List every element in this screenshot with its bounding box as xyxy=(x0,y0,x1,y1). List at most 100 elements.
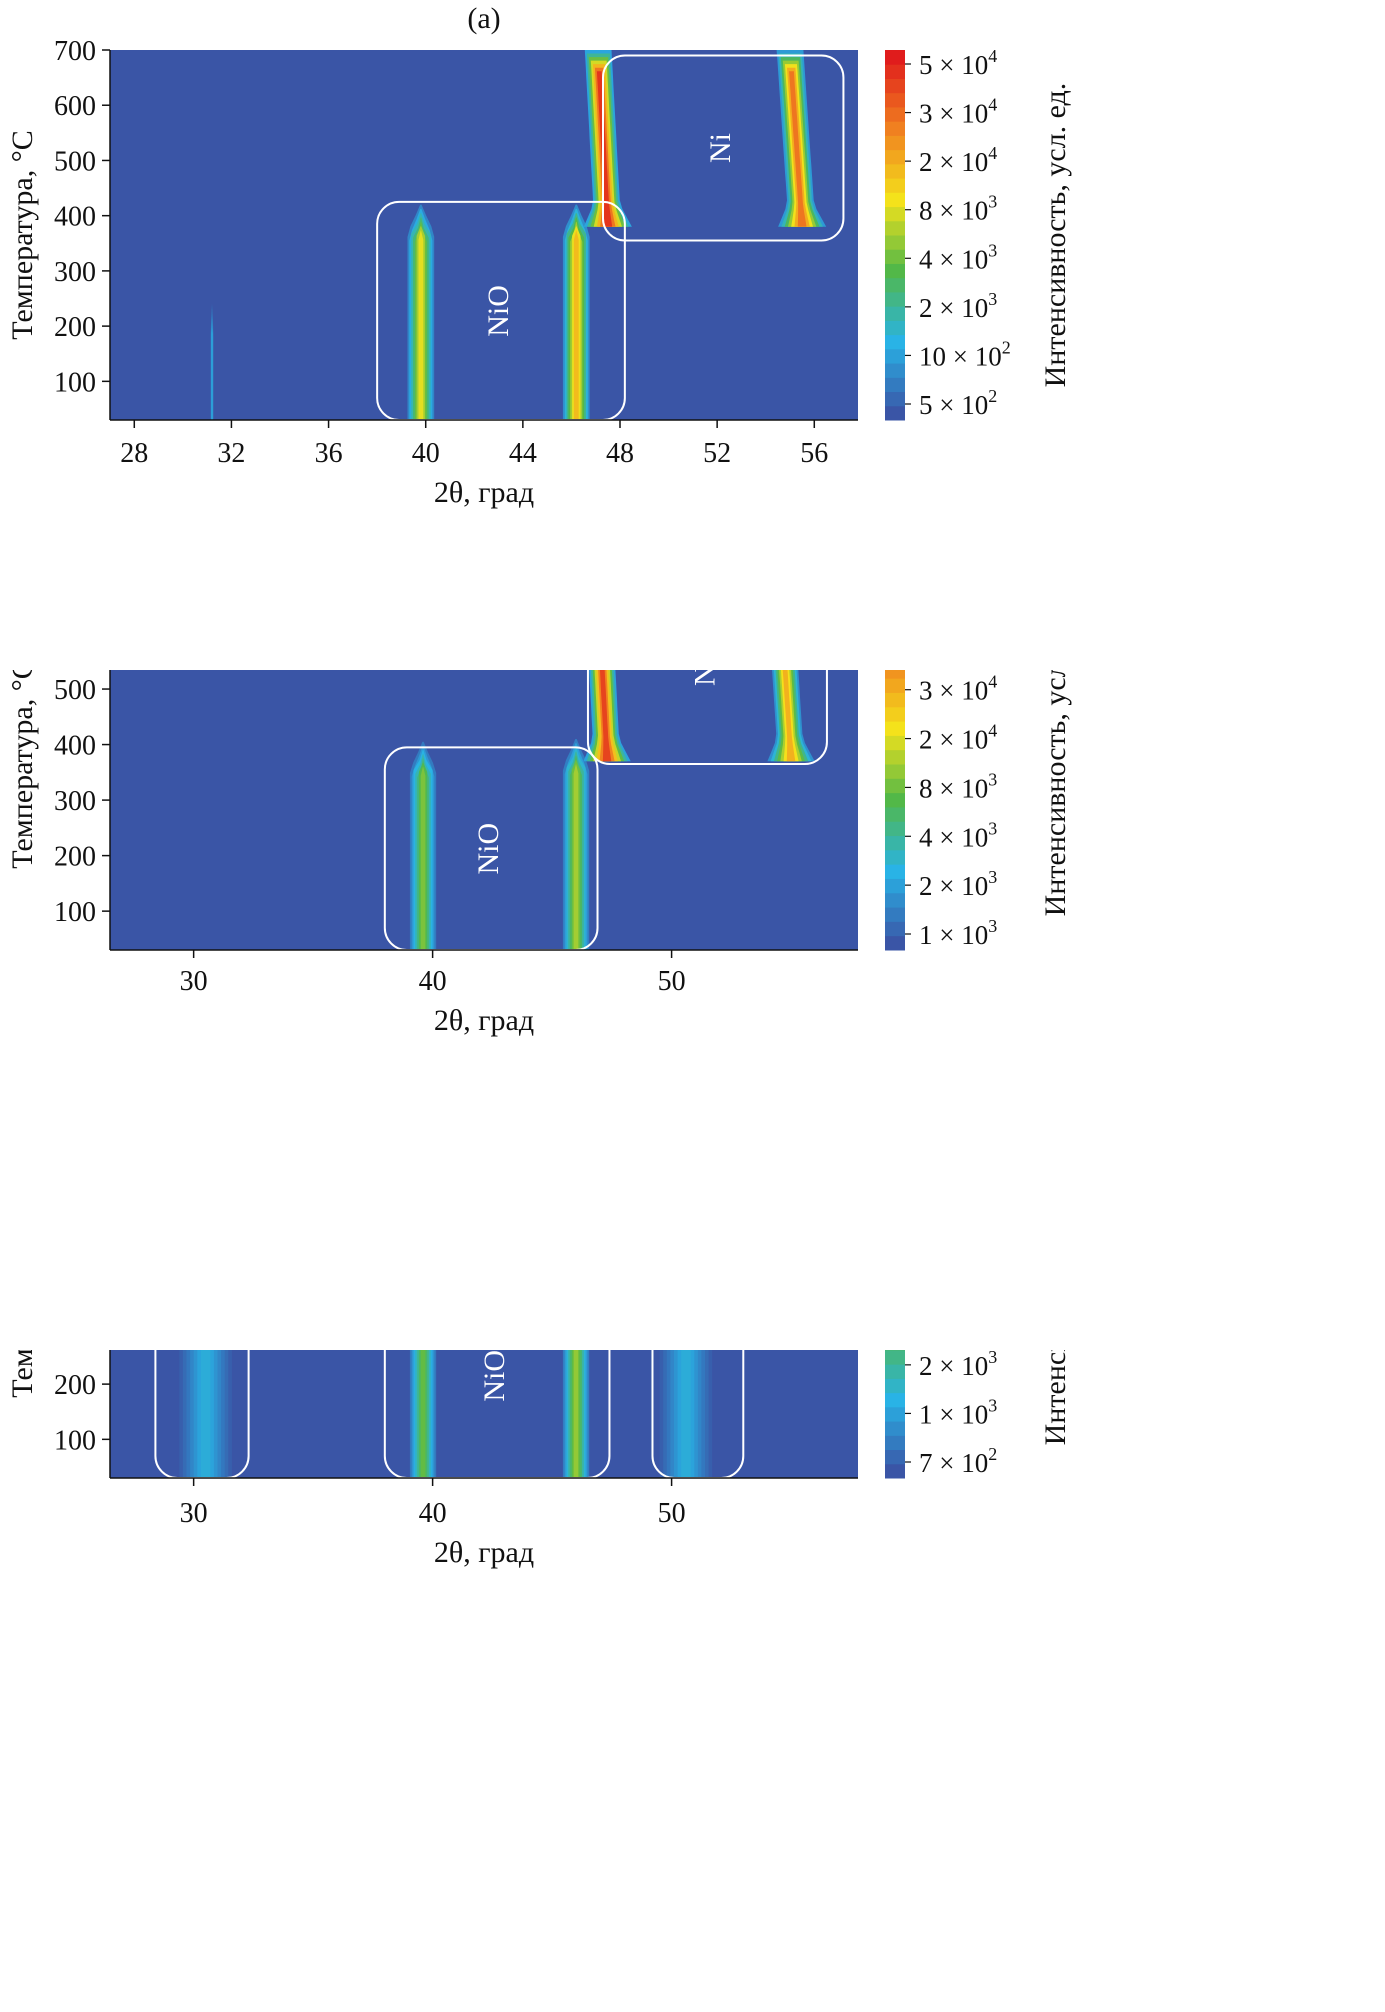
colorbar-step xyxy=(885,1463,905,1479)
colorbar-step xyxy=(885,670,905,679)
peak-5 xyxy=(659,1350,713,1478)
colorbar-step xyxy=(885,220,905,236)
colorbar-step xyxy=(885,1392,905,1408)
colorbar-step xyxy=(885,50,905,65)
colorbar-step xyxy=(885,163,905,179)
x-tick-label: 30 xyxy=(180,1498,208,1529)
x-tick-label: 48 xyxy=(606,438,634,469)
colorbar-tick-label: 5 × 102 xyxy=(919,386,997,420)
peak-band xyxy=(681,1350,691,1478)
x-axis-label: 2θ, град xyxy=(434,1004,534,1037)
y-tick-label: 600 xyxy=(54,91,96,122)
colorbar-step xyxy=(885,792,905,808)
y-tick-label: 300 xyxy=(54,257,96,288)
colorbar-step xyxy=(885,1350,905,1365)
y-tick-label: 200 xyxy=(54,312,96,343)
colorbar-label: Интенсивность, усл. ед. xyxy=(1039,83,1072,388)
x-tick-label: 28 xyxy=(120,438,148,469)
colorbar-step xyxy=(885,291,905,307)
heatmap-a-svg: NiO Ni 100 200 300 400 500 600 700 28 32 36 40 44 48 52… xyxy=(6,2,1072,509)
colorbar-tick-label: 4 × 103 xyxy=(919,240,997,274)
y-tick-label: 200 xyxy=(54,1370,96,1401)
y-axis-label: Температура, °C xyxy=(6,1350,39,1398)
colorbar-step xyxy=(885,706,905,722)
peak-0 xyxy=(409,1350,437,1478)
colorbar-step xyxy=(885,320,905,336)
y-axis-label: Температура, °C xyxy=(6,130,39,339)
colorbar-step xyxy=(885,864,905,879)
annotation-label: Ni xyxy=(688,670,721,686)
colorbar-step xyxy=(885,764,905,779)
plot-background xyxy=(110,50,858,420)
colorbar-tick-label: 3 × 104 xyxy=(919,672,997,706)
colorbar-step xyxy=(885,263,905,279)
colorbar-step xyxy=(885,92,905,108)
colorbar-step xyxy=(885,78,905,94)
colorbar-step xyxy=(885,749,905,765)
colorbar-step xyxy=(885,806,905,822)
y-axis-label: Температура, °C xyxy=(6,670,39,869)
colorbar-tick-label: 7 × 102 xyxy=(919,1444,997,1478)
heatmap-panel-c: CeO2NiONiCeO2Ni1002003004005006007003040… xyxy=(0,1350,1385,2012)
colorbar-step xyxy=(885,348,905,364)
colorbar-tick-label: 4 × 103 xyxy=(919,818,997,852)
heatmap-c-svg: CeO2NiONiCeO2Ni1002003004005006007003040… xyxy=(6,1350,1072,1569)
y-tick-label: 100 xyxy=(54,897,96,928)
peak-0 xyxy=(407,204,435,420)
x-tick-label: 50 xyxy=(658,1498,686,1529)
peak-band xyxy=(573,230,579,420)
colorbar-step xyxy=(885,249,905,264)
colorbar-label: Интенсивность, усл. ед. xyxy=(1039,1350,1072,1445)
peak-1 xyxy=(562,204,590,420)
peak-band xyxy=(789,71,807,227)
colorbar-step xyxy=(885,849,905,865)
x-tick-label: 50 xyxy=(658,966,686,997)
colorbar-step xyxy=(885,149,905,165)
colorbar-step xyxy=(885,121,905,136)
peak-2 xyxy=(583,50,632,227)
colorbar-step xyxy=(885,1435,905,1451)
colorbar-step xyxy=(885,935,905,951)
colorbar-step xyxy=(885,377,905,393)
colorbar-tick-label: 2 × 103 xyxy=(919,289,997,323)
y-tick-label: 500 xyxy=(54,146,96,177)
colorbar-step xyxy=(885,391,905,407)
heatmap-panel-a: NiO Ni 100 200 300 400 500 600 700 28 32 36 40 44 48 52… xyxy=(0,0,1385,660)
colorbar-step xyxy=(885,64,905,79)
peak-2 xyxy=(583,670,631,762)
colorbar-tick-label: 8 × 103 xyxy=(919,192,997,226)
y-tick-label: 100 xyxy=(54,1425,96,1456)
heatmap-b-svg: NiONi100200300400500600700304050(б)2θ, г… xyxy=(6,670,1072,1037)
colorbar-step xyxy=(885,721,905,736)
peak-1 xyxy=(562,1350,590,1478)
colorbar-tick-label: 2 × 103 xyxy=(919,867,997,901)
annotation-box-1 xyxy=(602,54,845,242)
colorbar-step xyxy=(885,106,905,122)
x-tick-label: 56 xyxy=(800,438,828,469)
peaks-layer xyxy=(409,670,815,950)
peaks-layer xyxy=(179,1350,713,1478)
colorbar xyxy=(885,50,905,421)
peak-0 xyxy=(409,741,437,950)
peak-band xyxy=(782,670,796,762)
colorbar-step xyxy=(885,306,905,321)
plot-background xyxy=(110,670,858,950)
colorbar-tick-label: 3 × 104 xyxy=(919,95,997,129)
colorbar-step xyxy=(885,921,905,937)
peak-band xyxy=(573,764,579,950)
peak-band xyxy=(420,766,426,950)
peak-4 xyxy=(210,304,214,420)
colorbar-step xyxy=(885,1378,905,1394)
colorbar-tick-label: 2 × 104 xyxy=(919,143,997,177)
annotation-label: NiO xyxy=(472,823,505,875)
colorbar-step xyxy=(885,778,905,794)
colorbar-step xyxy=(885,1421,905,1436)
peak-3 xyxy=(767,670,815,762)
x-tick-label: 30 xyxy=(180,966,208,997)
y-tick-label: 400 xyxy=(54,731,96,762)
colorbar-step xyxy=(885,363,905,378)
colorbar-step xyxy=(885,821,905,837)
y-tick-label: 500 xyxy=(54,675,96,706)
x-tick-label: 32 xyxy=(217,438,245,469)
peak-band xyxy=(599,670,612,762)
